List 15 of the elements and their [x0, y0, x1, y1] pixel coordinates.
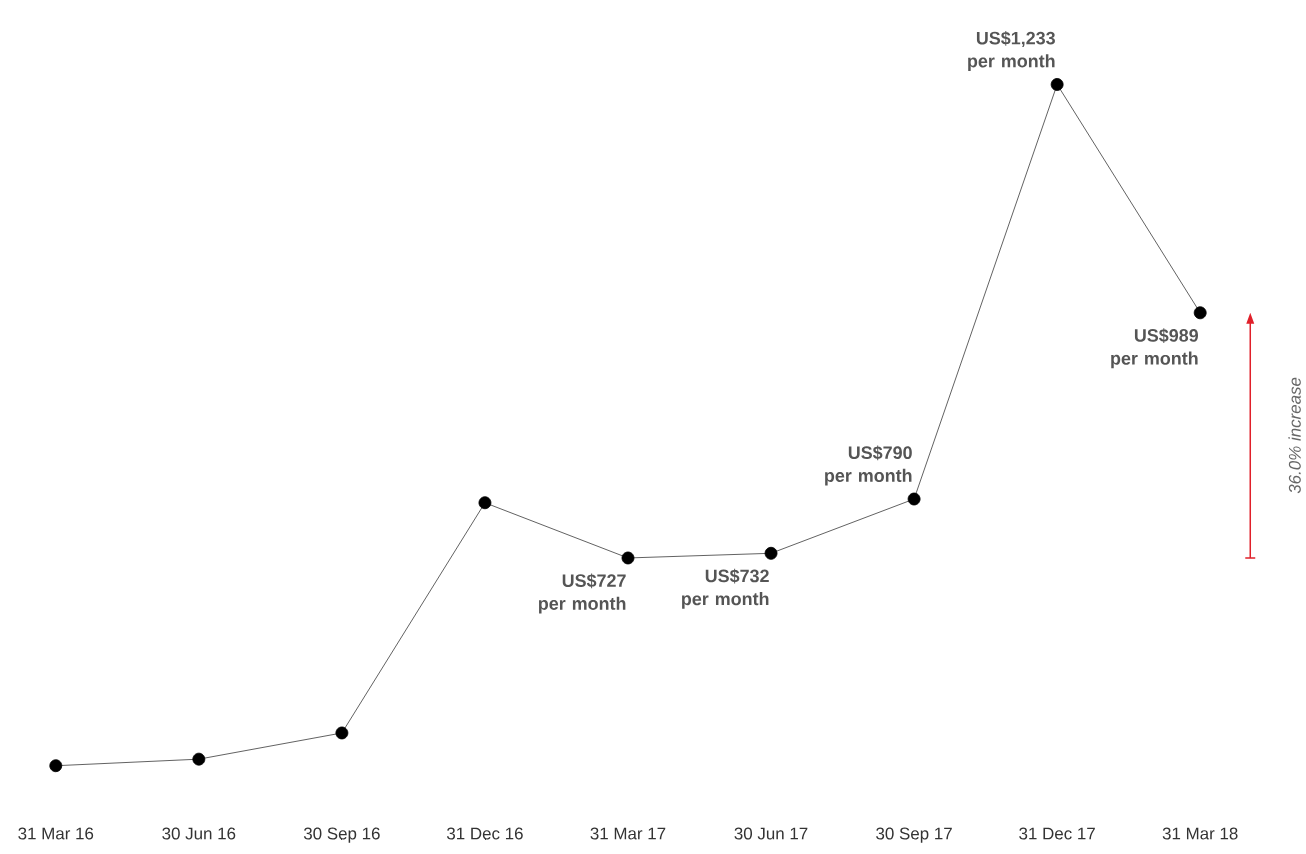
data-label: US$790 per month — [825, 445, 912, 486]
data-label: US$1,233 per month — [968, 31, 1055, 71]
x-tick-label: 31 Dec 17 — [1019, 827, 1095, 840]
x-tick-label: 31 Mar 17 — [590, 827, 666, 840]
x-tick-label: 31 Mar 18 — [1162, 827, 1238, 840]
x-tick-label: 30 Jun 16 — [162, 827, 236, 840]
text: 36.0% increase — [1288, 377, 1301, 494]
x-tick-label: 31 Mar 16 — [18, 827, 94, 840]
x-tick-label: 30 Sep 17 — [876, 827, 952, 843]
data-label: US$732 per month — [682, 568, 769, 609]
data-label: US$989 per month — [1111, 328, 1198, 369]
x-tick-label: 31 Dec 16 — [446, 827, 523, 840]
data-label: US$727 per month — [539, 573, 626, 614]
x-tick-label: 30 Jun 17 — [734, 827, 808, 840]
x-tick-label: 30 Sep 16 — [303, 827, 380, 843]
